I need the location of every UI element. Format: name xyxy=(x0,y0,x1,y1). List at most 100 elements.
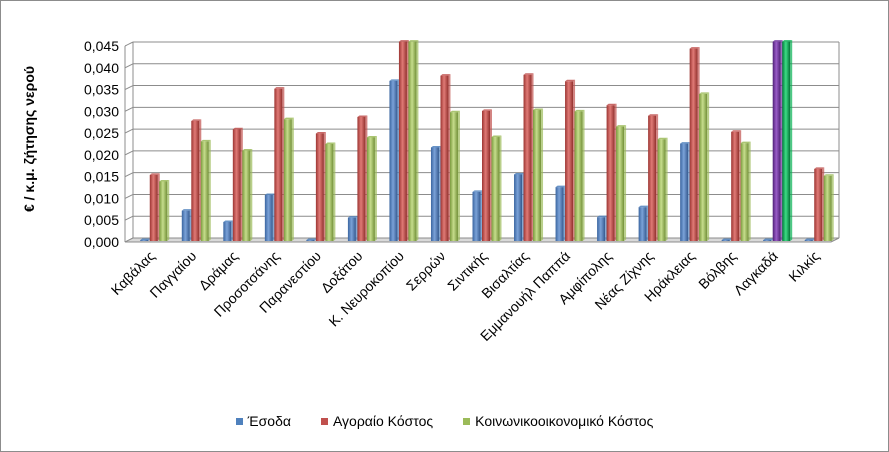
bar xyxy=(274,87,285,241)
bar-top xyxy=(606,103,617,106)
bar-top xyxy=(533,108,544,111)
bar xyxy=(689,47,700,241)
bar-top xyxy=(523,73,534,75)
bar-top xyxy=(232,127,243,130)
bar-top xyxy=(565,79,576,82)
bar-front xyxy=(740,143,749,241)
bar-top xyxy=(638,205,649,208)
bar xyxy=(472,190,483,241)
bar-front xyxy=(565,81,574,241)
bar xyxy=(782,40,793,242)
bar-top xyxy=(140,238,151,240)
bars xyxy=(140,40,834,242)
bar-front xyxy=(597,217,606,241)
bar-front xyxy=(514,174,523,241)
bar-top xyxy=(366,135,377,138)
bar xyxy=(740,141,751,241)
bar xyxy=(648,114,659,241)
bar-side xyxy=(291,117,294,241)
x-category-label: Κ. Νευροκοπίου xyxy=(325,248,407,330)
bar-front xyxy=(680,143,689,241)
bar-front xyxy=(533,110,542,241)
bar-front xyxy=(181,210,190,241)
bar-front xyxy=(430,147,439,241)
bar-front xyxy=(657,139,666,241)
bar xyxy=(357,115,368,241)
bar-top xyxy=(159,179,170,182)
bar-front xyxy=(366,137,375,241)
bar xyxy=(264,193,275,241)
y-tick-label: 0,020 xyxy=(84,147,119,163)
bar-front xyxy=(306,240,315,241)
bar xyxy=(140,238,151,241)
bar-front xyxy=(555,187,564,241)
bar-top xyxy=(731,130,742,132)
bar-front xyxy=(482,110,490,241)
bar xyxy=(408,40,419,242)
bar xyxy=(440,74,451,242)
bar-front xyxy=(283,119,292,241)
bar-top xyxy=(440,74,451,76)
legend-item-market-cost: Αγοραίο Κόστος xyxy=(320,413,434,429)
bar xyxy=(430,145,441,241)
bar-side xyxy=(416,40,419,242)
bar-side xyxy=(374,135,377,241)
bar-top xyxy=(514,172,525,175)
y-tick-label: 0,035 xyxy=(84,82,119,98)
bar-side xyxy=(208,139,211,241)
y-tick-labels: 0,000 0,005 0,010 0,015 0,020 0,025 0,030 0,035… xyxy=(84,38,119,250)
bar xyxy=(731,130,742,241)
bar-front xyxy=(264,194,273,241)
bar xyxy=(159,179,170,241)
bar-top xyxy=(482,109,492,111)
bar-front xyxy=(274,88,283,241)
y-tick-label: 0,045 xyxy=(84,38,119,54)
gridline-depth xyxy=(124,106,134,112)
y-tick-label: 0,025 xyxy=(84,125,119,141)
bar-front xyxy=(574,111,583,241)
bar-front xyxy=(408,41,417,242)
bar-front xyxy=(814,168,823,241)
y-tick-label: 0,030 xyxy=(84,103,119,119)
bar-front xyxy=(472,191,481,241)
y-tick-label: 0,005 xyxy=(84,212,119,228)
bar xyxy=(638,205,649,241)
bar xyxy=(606,103,617,241)
bar xyxy=(699,92,710,242)
bar-side xyxy=(665,137,668,241)
bar xyxy=(449,110,460,242)
gridline-depth xyxy=(124,41,134,47)
y-tick-label: 0,000 xyxy=(84,234,119,250)
bar-top xyxy=(491,135,502,138)
bar-side xyxy=(707,92,710,242)
bar-front xyxy=(159,181,168,241)
bar-top xyxy=(574,109,585,112)
bar-side xyxy=(790,40,793,242)
legend-label-market-cost: Αγοραίο Κόστος xyxy=(332,413,434,429)
bar-front xyxy=(491,137,500,241)
bar-front xyxy=(191,120,200,241)
gridline-depth xyxy=(124,172,134,178)
bar-top xyxy=(408,40,419,42)
x-category-label: Σερρών xyxy=(403,248,449,294)
bar xyxy=(763,238,774,241)
bar-front xyxy=(357,116,366,241)
bar-top xyxy=(357,115,368,117)
bar xyxy=(200,139,211,241)
bar-front xyxy=(638,207,647,241)
bar-front xyxy=(232,129,241,241)
bar-top xyxy=(181,209,192,211)
bar xyxy=(616,125,627,241)
bar xyxy=(680,142,691,241)
bar xyxy=(514,172,525,241)
legend-label-revenue: Έσοδα xyxy=(247,413,291,429)
bar-front xyxy=(616,126,625,241)
bar-top xyxy=(689,47,700,49)
bar-front xyxy=(804,240,813,241)
bar-top xyxy=(763,238,774,240)
bar xyxy=(491,135,502,241)
bar xyxy=(398,40,409,242)
bar xyxy=(721,238,732,241)
y-axis-label: € / κ.μ. ζήτησης νερού xyxy=(21,66,37,212)
